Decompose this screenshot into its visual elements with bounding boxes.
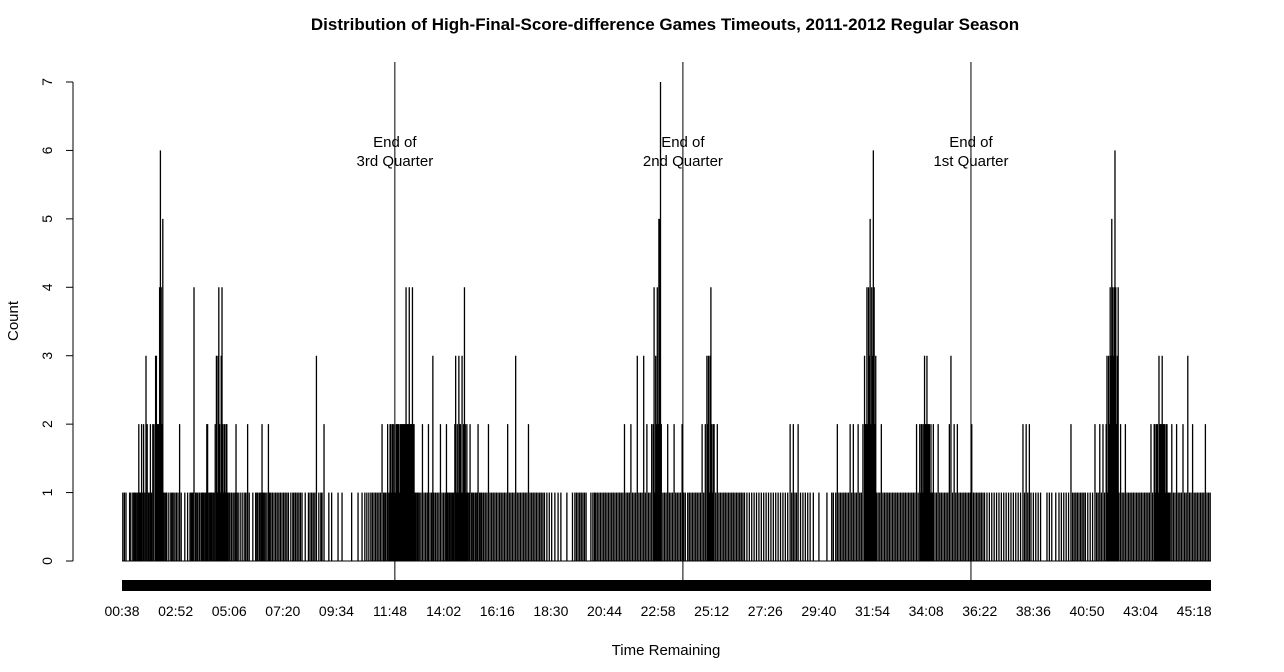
quarter-annotation: 1st Quarter	[933, 153, 1008, 170]
bars	[122, 82, 1211, 562]
y-tick-label: 1	[39, 488, 55, 496]
x-tick-label: 31:54	[855, 603, 890, 619]
quarter-annotations: End of 3rd Quarter End of 2nd Quarter End of…	[356, 62, 1008, 581]
quarter-annotation: End of	[661, 134, 705, 151]
quarter-annotation: End of	[373, 134, 417, 151]
x-tick-label: 29:40	[801, 603, 836, 619]
quarter-annotation: 3rd Quarter	[356, 153, 433, 170]
x-tick-label: 34:08	[909, 603, 944, 619]
x-axis-tick-band	[122, 580, 1211, 591]
x-tick-label: 07:20	[265, 603, 300, 619]
x-tick-label: 40:50	[1069, 603, 1104, 619]
y-tick-label: 4	[39, 283, 55, 291]
y-axis: 0 1 2 3 4 5 6 7	[39, 78, 74, 565]
x-tick-label: 25:12	[694, 603, 729, 619]
x-tick-label: 11:48	[373, 603, 407, 619]
y-tick-label: 2	[39, 420, 55, 428]
x-tick-label: 36:22	[962, 603, 997, 619]
x-tick-label: 43:04	[1123, 603, 1158, 619]
y-tick-label: 6	[39, 146, 55, 154]
x-tick-label: 27:26	[748, 603, 783, 619]
x-tick-label: 09:34	[319, 603, 354, 619]
x-tick-label: 38:36	[1016, 603, 1051, 619]
x-axis: 00:38 02:52 05:06 07:20 09:34 11:48 14:02 16:16…	[104, 580, 1212, 619]
x-axis-label: Time Remaining	[612, 642, 721, 659]
x-tick-label: 02:52	[158, 603, 193, 619]
x-tick-label: 22:58	[641, 603, 676, 619]
y-tick-label: 5	[39, 215, 55, 223]
x-tick-label: 05:06	[212, 603, 247, 619]
x-tick-label: 20:44	[587, 603, 622, 619]
y-tick-label: 7	[39, 78, 55, 86]
x-tick-label: 16:16	[480, 603, 515, 619]
x-tick-label: 14:02	[426, 603, 461, 619]
quarter-annotation: 2nd Quarter	[643, 153, 723, 170]
x-tick-label: 00:38	[104, 603, 139, 619]
chart-title: Distribution of High-Final-Score-differe…	[311, 15, 1019, 34]
y-tick-label: 0	[39, 557, 55, 565]
quarter-annotation: End of	[949, 134, 993, 151]
y-axis-label: Count	[5, 300, 22, 341]
x-tick-label: 18:30	[533, 603, 568, 619]
y-tick-label: 3	[39, 352, 55, 360]
x-tick-label: 45:18	[1177, 603, 1212, 619]
